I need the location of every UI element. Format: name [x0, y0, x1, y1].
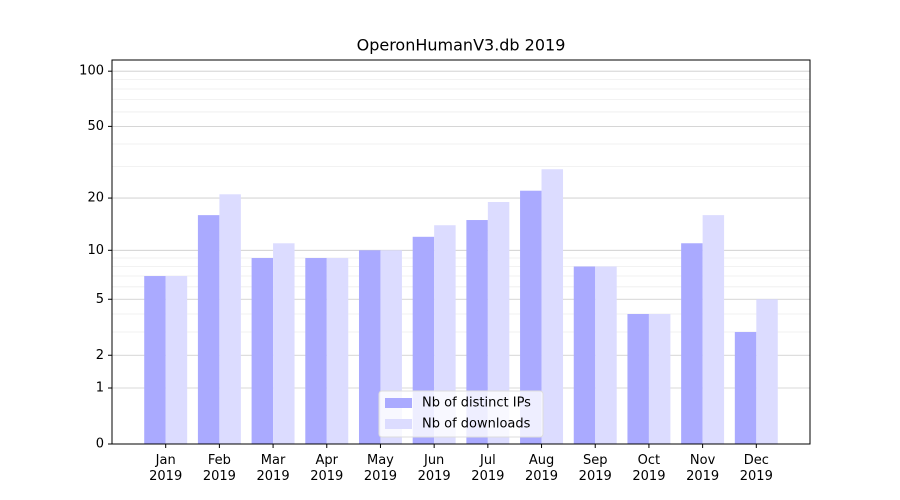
x-tick-label: Jul 2019: [471, 453, 505, 484]
bar: [756, 299, 778, 444]
legend-swatch: [385, 419, 412, 429]
bar: [734, 332, 757, 444]
bar: [627, 313, 649, 444]
bar: [219, 194, 241, 444]
x-tick-label: Nov 2019: [686, 453, 720, 484]
bar: [251, 257, 274, 444]
y-tick-label: 0: [96, 437, 104, 452]
legend-box: [378, 390, 544, 438]
bar: [305, 257, 327, 444]
y-tick-label: 50: [87, 119, 104, 134]
y-tick-label: 100: [79, 64, 104, 79]
axes-frame: [111, 59, 811, 445]
x-tick-label: Jun 2019: [417, 453, 451, 484]
legend-swatch: [385, 398, 412, 408]
y-tick-label: 20: [87, 191, 104, 206]
bar: [520, 190, 542, 444]
bar: [595, 266, 617, 444]
y-tick-label: 5: [96, 292, 104, 307]
x-tick-label: Apr 2019: [310, 453, 344, 484]
bar: [541, 169, 564, 444]
bar: [273, 243, 295, 444]
y-tick-label: 2: [96, 348, 104, 363]
bar: [326, 257, 349, 444]
bar: [487, 202, 510, 444]
x-tick-label: Oct 2019: [632, 453, 666, 484]
bar: [358, 250, 381, 444]
bar: [648, 313, 671, 444]
chart-title: OperonHumanV3.db 2019: [357, 36, 566, 55]
bar: [197, 215, 220, 444]
bar: [466, 220, 488, 444]
bar: [165, 276, 188, 444]
bar: [434, 225, 456, 444]
bar: [144, 276, 166, 444]
x-tick-label: Mar 2019: [256, 453, 290, 484]
y-tick-label: 10: [87, 243, 104, 258]
legend: Nb of distinct IPs Nb of downloads: [378, 390, 544, 438]
bar: [573, 266, 596, 444]
legend-label: Nb of distinct IPs: [422, 396, 531, 411]
y-tick-label: 1: [96, 381, 104, 396]
bar: [681, 243, 703, 444]
legend-label: Nb of downloads: [422, 417, 531, 432]
x-tick-label: Aug 2019: [524, 453, 559, 484]
x-tick-label: Feb 2019: [202, 453, 236, 484]
x-tick-label: May 2019: [363, 453, 397, 484]
bar: [702, 215, 725, 444]
x-tick-label: Jan 2019: [149, 453, 183, 484]
x-tick-label: Sep 2019: [578, 453, 612, 484]
x-tick-label: Dec 2019: [739, 453, 773, 484]
